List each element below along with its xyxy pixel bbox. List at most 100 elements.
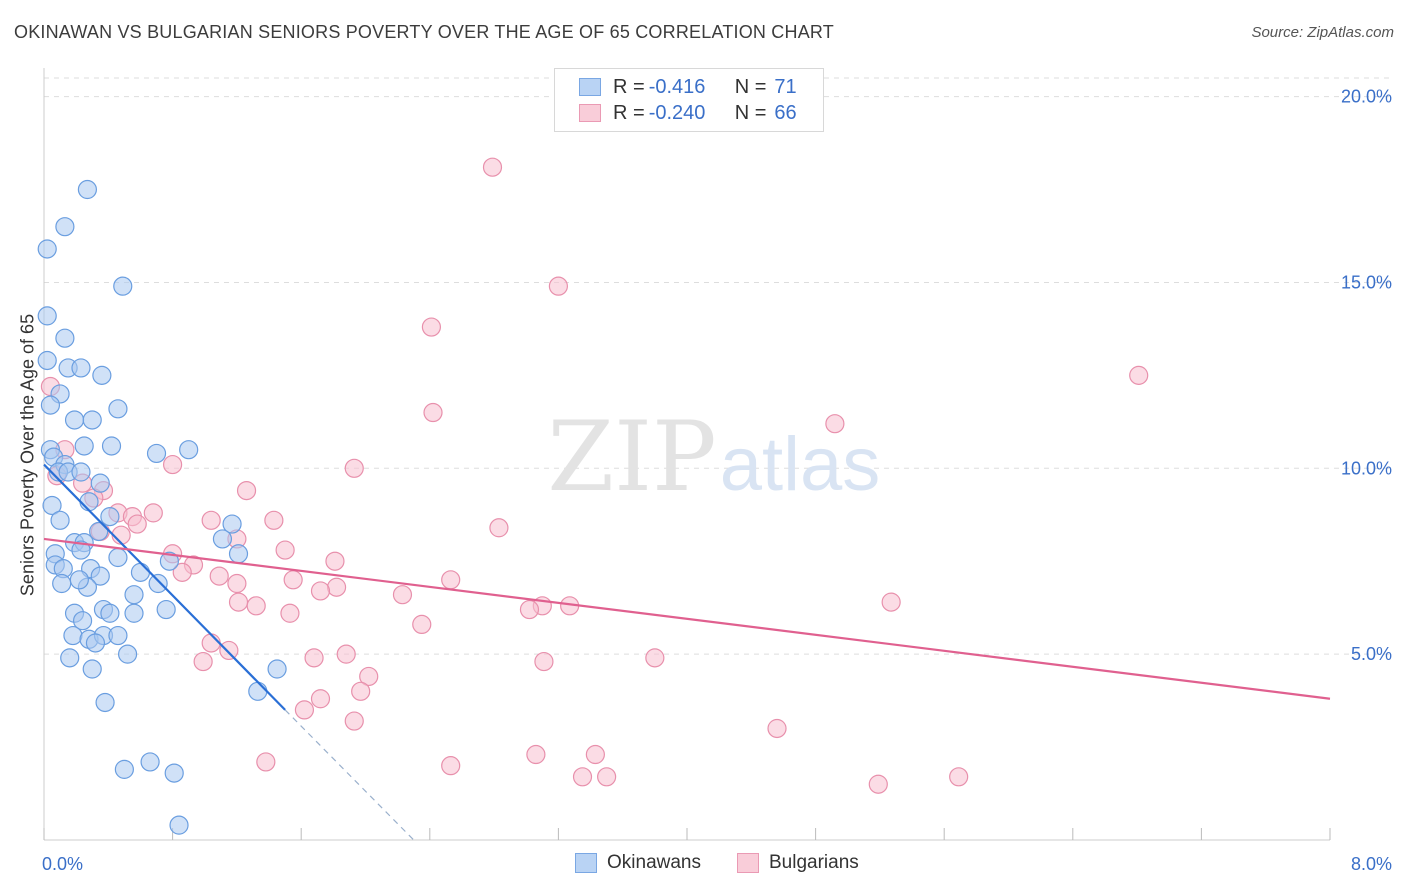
bulgarians-point <box>246 596 266 616</box>
okinawans-point <box>60 648 80 668</box>
okinawans-point <box>108 625 128 646</box>
okinawans-point <box>117 644 138 664</box>
okinawans-trend-line <box>43 463 286 711</box>
bulgarians-point <box>519 599 540 620</box>
trend-layer <box>43 463 1331 841</box>
bulgarians-r-value: -0.240 <box>648 101 706 124</box>
bulgarians-point <box>482 157 503 177</box>
bulgarians-point <box>441 756 461 776</box>
okinawans-point <box>179 440 199 460</box>
okinawans-point <box>42 495 62 516</box>
okinawans-point <box>100 603 120 623</box>
bulgarians-point <box>275 540 295 560</box>
bulgarians-point <box>548 276 569 296</box>
bulgarians-point <box>163 454 183 475</box>
okinawans-point <box>69 570 89 590</box>
bulgarians-point <box>227 573 247 594</box>
axes-layer: 5.0% 10.0% 15.0% 20.0% 0.0% 8.0% <box>42 68 1392 874</box>
bulgarians-point <box>441 570 461 590</box>
bulgarians-point <box>280 603 300 623</box>
bulgarians-point <box>597 767 617 787</box>
bulgarians-point <box>825 414 845 434</box>
okinawans-legend-label: Okinawans <box>607 852 701 873</box>
okinawans-point <box>37 350 57 371</box>
okinawans-point <box>212 529 233 549</box>
bulgarians-point <box>421 317 442 337</box>
okinawans-point <box>114 759 134 779</box>
legend-row-okinawans: R = -0.416 N = 71 <box>579 75 854 99</box>
bulgarians-point <box>767 718 787 739</box>
bulgarians-point <box>127 514 147 534</box>
bulgarians-point <box>1129 365 1149 385</box>
bulgarians-legend-swatch <box>737 853 759 873</box>
bulgarians-point <box>256 752 276 772</box>
okinawans-point <box>90 473 110 493</box>
okinawans-point <box>156 599 176 620</box>
okinawans-point <box>92 365 112 385</box>
bulgarians-point <box>304 648 324 668</box>
bulgarians-point <box>201 510 221 530</box>
y-axis-label: Seniors Poverty Over the Age of 65 <box>17 313 38 597</box>
okinawans-n-label: N = <box>734 75 767 98</box>
okinawans-r-label: R = <box>613 75 645 98</box>
bulgarians-r-label: R = <box>613 101 645 124</box>
okinawans-point <box>37 239 57 259</box>
bulgarians-point <box>526 744 546 765</box>
bulgarians-swatch <box>579 104 601 122</box>
legend-item-okinawans[interactable]: Okinawans <box>575 852 701 874</box>
source-credit: Source: ZipAtlas.com <box>1251 24 1394 41</box>
bulgarians-point <box>264 510 284 530</box>
okinawans-point <box>71 540 91 560</box>
legend-item-bulgarians[interactable]: Bulgarians <box>737 852 859 874</box>
bulgarians-point <box>193 651 213 672</box>
points-layer <box>37 157 1149 835</box>
bulgarians-point <box>172 562 192 582</box>
okinawans-r-value: -0.416 <box>648 75 706 98</box>
okinawans-point <box>82 659 102 679</box>
okinawans-n-value: 71 <box>774 75 797 98</box>
okinawans-point <box>55 328 75 348</box>
x-tick-label-max: 8.0% <box>1351 854 1392 874</box>
y-tick-label: 20.0% <box>1341 87 1392 107</box>
bulgarians-point <box>325 551 345 571</box>
y-tick-label: 15.0% <box>1341 272 1392 292</box>
bulgarians-point <box>351 681 371 701</box>
okinawans-point <box>55 217 75 237</box>
bulgarians-point <box>326 577 347 597</box>
okinawans-point <box>228 544 249 564</box>
bulgarians-point <box>572 767 593 787</box>
series-legend: Okinawans Bulgarians <box>0 852 1406 878</box>
okinawans-point <box>130 562 151 582</box>
okinawans-point <box>89 521 109 542</box>
bulgarians-point <box>283 570 303 590</box>
watermark-atlas: atlas <box>720 422 881 507</box>
okinawans-point <box>77 179 98 200</box>
okinawans-point <box>148 573 168 594</box>
bulgarians-point <box>534 651 554 672</box>
bulgarians-point <box>645 648 665 668</box>
okinawans-point <box>124 603 144 623</box>
okinawans-point <box>159 551 179 571</box>
bulgarians-point <box>236 480 257 501</box>
bulgarians-point <box>949 767 969 787</box>
grid-layer <box>44 77 1392 655</box>
bulgarians-point <box>209 566 229 586</box>
bulgarians-point <box>228 592 249 612</box>
okinawans-point <box>124 585 144 605</box>
okinawans-point <box>248 681 268 701</box>
x-tick-label-min: 0.0% <box>42 854 83 874</box>
bulgarians-point <box>219 640 239 661</box>
okinawans-point <box>113 276 133 296</box>
okinawans-point <box>52 573 72 594</box>
bulgarians-point <box>359 666 379 687</box>
bulgarians-point <box>344 711 364 731</box>
okinawans-swatch <box>579 78 601 96</box>
okinawans-point <box>71 358 91 378</box>
bulgarians-point <box>310 689 331 709</box>
bulgarians-legend-label: Bulgarians <box>769 852 859 873</box>
watermark-zip: ZIP <box>547 401 716 513</box>
okinawans-point <box>267 659 287 679</box>
bulgarians-point <box>881 592 901 612</box>
okinawans-point <box>108 547 128 568</box>
